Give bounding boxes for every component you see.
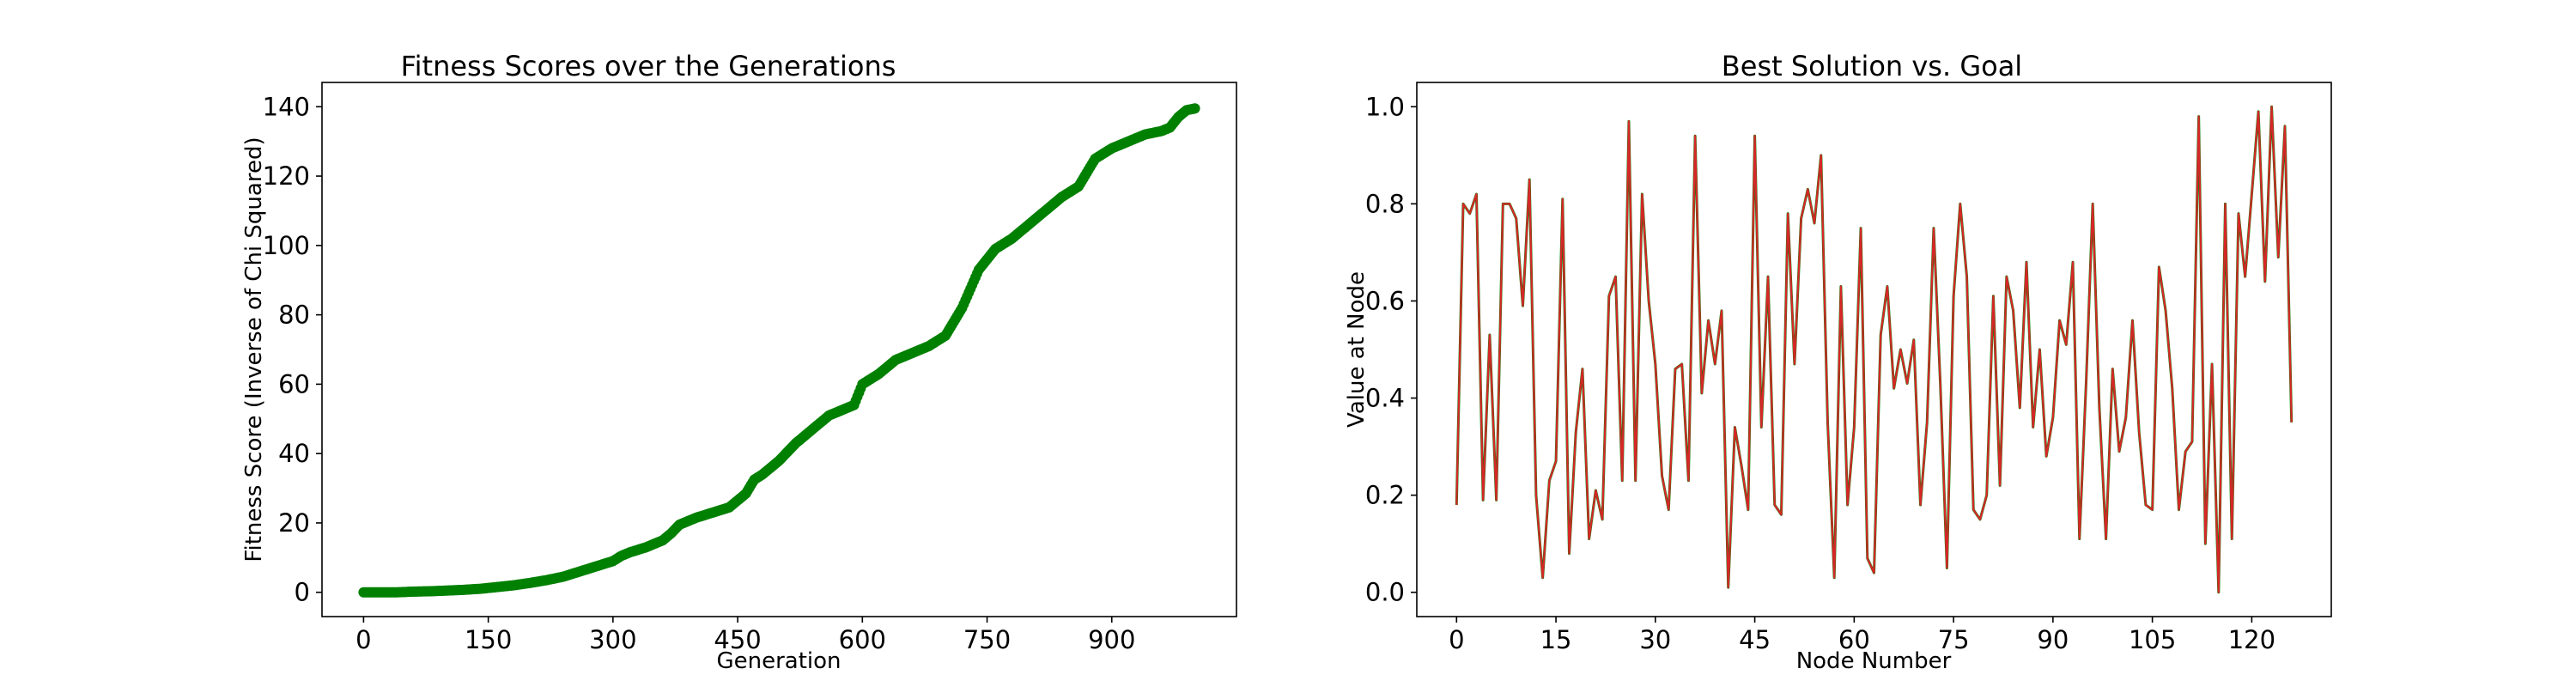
fitness-chart-title: Fitness Scores over the Generations xyxy=(401,50,896,82)
fitness-chart-ylabel: Fitness Score (Inverse of Chi Squared) xyxy=(241,137,267,562)
y-tick-label: 20 xyxy=(278,508,310,538)
y-tick-label: 1.0 xyxy=(1365,92,1405,121)
x-tick-label: 0 xyxy=(355,625,371,654)
x-tick-label: 900 xyxy=(1088,625,1135,654)
solution-series-line xyxy=(1455,106,2293,593)
best-solution-chart: Best Solution vs. Goal 0 15 30 45 60 75 90 105 1… xyxy=(1344,50,2332,674)
fitness-point xyxy=(1189,103,1200,114)
y-tick-label: 60 xyxy=(278,369,310,398)
x-tick-label: 600 xyxy=(839,625,886,654)
best-solution-chart-marks xyxy=(1455,105,2293,594)
x-tick-label: 60 xyxy=(1838,625,1870,654)
x-tick-label: 0 xyxy=(1449,625,1464,654)
x-tick-label: 750 xyxy=(963,625,1011,654)
fitness-chart-frame xyxy=(321,82,1237,617)
y-tick-label: 0.0 xyxy=(1365,578,1405,607)
y-tick-label: 40 xyxy=(278,439,310,468)
x-tick-label: 105 xyxy=(2129,625,2176,654)
y-tick-label: 0.6 xyxy=(1365,286,1405,315)
y-tick-label: 120 xyxy=(263,161,310,191)
y-tick-label: 0.2 xyxy=(1365,481,1405,510)
best-solution-chart-ticks: 0 15 30 45 60 75 90 105 120 0.0 0.2 0.4 0.6 0.8 1.0 xyxy=(1365,92,2275,654)
y-tick-label: 0.8 xyxy=(1365,189,1405,218)
x-tick-label: 75 xyxy=(1938,625,1970,654)
x-tick-label: 30 xyxy=(1639,625,1671,654)
x-tick-label: 150 xyxy=(465,625,512,654)
x-tick-label: 300 xyxy=(589,625,636,654)
fitness-chart-ticks: 0 150 300 450 600 750 900 0 20 40 60 80 100 120 140 xyxy=(263,92,1136,654)
x-tick-label: 15 xyxy=(1540,625,1572,654)
y-tick-label: 140 xyxy=(263,92,310,121)
best-solution-chart-title: Best Solution vs. Goal xyxy=(1722,50,2022,82)
y-tick-label: 100 xyxy=(263,231,310,260)
x-tick-label: 45 xyxy=(1739,625,1771,654)
best-solution-chart-ylabel: Value at Node xyxy=(1344,271,1370,428)
goal-series-line xyxy=(1455,105,2293,594)
x-tick-label: 120 xyxy=(2228,625,2275,654)
best-solution-chart-frame xyxy=(1416,82,2332,617)
fitness-chart: Fitness Scores over the Generations 0 150… xyxy=(241,50,1237,674)
y-tick-label: 0 xyxy=(295,578,310,607)
y-tick-label: 0.4 xyxy=(1365,384,1405,413)
x-tick-label: 90 xyxy=(2037,625,2069,654)
best-solution-chart-xlabel: Node Number xyxy=(1796,648,1952,674)
y-tick-label: 80 xyxy=(278,301,310,330)
x-tick-label: 450 xyxy=(714,625,761,654)
fitness-chart-xlabel: Generation xyxy=(716,648,841,674)
fitness-chart-marks xyxy=(358,103,1200,598)
